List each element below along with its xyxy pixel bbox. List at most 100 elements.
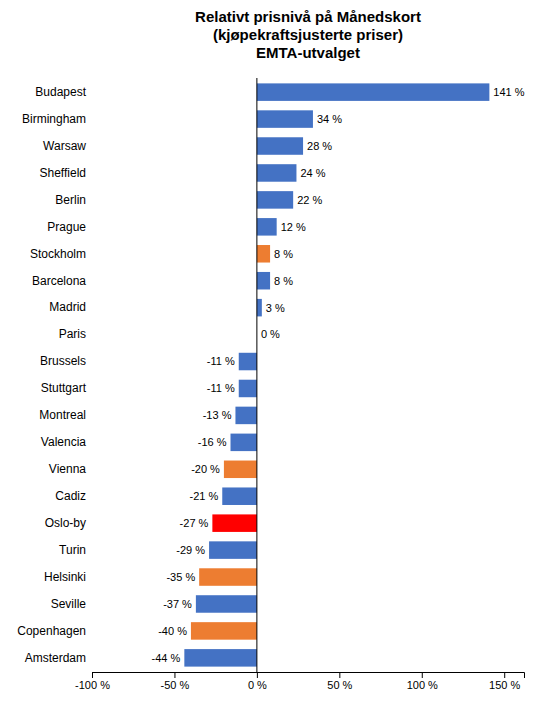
tick-label: Amsterdam (25, 651, 86, 665)
data-label: 3 % (266, 302, 285, 314)
tick: 100 % (407, 672, 438, 691)
tick-label: Valencia (41, 435, 86, 449)
bar (191, 622, 257, 640)
tick: Madrid (49, 300, 86, 314)
data-label: -11 % (207, 382, 235, 394)
tick: Helsinki (44, 570, 86, 584)
tick-label: Budapest (35, 85, 86, 99)
tick: -100 % (75, 672, 110, 691)
tick: Amsterdam (25, 651, 86, 665)
tick: Paris (59, 327, 86, 341)
bar (239, 380, 257, 398)
data-label: 8 % (274, 248, 293, 260)
data-labels: 141 %34 %28 %24 %22 %12 %8 %8 %3 %0 %-11… (152, 86, 525, 664)
title: Relativt prisnivå på Månedskort(kjøpekra… (195, 8, 421, 61)
bar (222, 487, 257, 505)
bar (257, 191, 293, 209)
tick: Brussels (40, 354, 86, 368)
data-label: 12 % (281, 221, 306, 233)
tick-label: Montreal (39, 408, 86, 422)
tick-mark (92, 672, 93, 678)
tick-mark (174, 672, 175, 678)
chart: Relativt prisnivå på Månedskort(kjøpekra… (0, 0, 548, 706)
bar (257, 110, 313, 128)
data-label: 24 % (300, 167, 325, 179)
bar (257, 83, 489, 101)
tick-label: Madrid (49, 300, 86, 314)
bar (199, 568, 257, 586)
bar (257, 164, 297, 182)
data-label: -13 % (203, 409, 232, 421)
tick-label: Seville (51, 597, 87, 611)
data-label: 28 % (307, 140, 332, 152)
tick-label: Stuttgart (41, 381, 87, 395)
bar (257, 218, 277, 236)
tick-label: Paris (59, 327, 86, 341)
tick-label: Oslo-by (45, 516, 86, 530)
tick-label: -50 % (161, 679, 190, 691)
tick-label: Berlin (55, 193, 86, 207)
bar (212, 514, 257, 532)
plot: 141 % 34 % 28 % 24 % 22 % 12 % 8 % 8 % 3 % 0 % -11… (17, 78, 525, 691)
tick: Warsaw (43, 139, 86, 153)
bars (184, 83, 489, 666)
bar (235, 407, 256, 425)
tick-label: Warsaw (43, 139, 86, 153)
tick: Stuttgart (41, 381, 87, 395)
bar (231, 434, 257, 452)
data-label: 22 % (297, 194, 322, 206)
tick: Seville (51, 597, 87, 611)
tick: Copenhagen (17, 624, 86, 638)
data-label: -35 % (166, 571, 195, 583)
bar (257, 137, 303, 155)
tick-label: Cadiz (55, 489, 86, 503)
tick-label: 50 % (327, 679, 352, 691)
tick: 150 % (489, 672, 520, 691)
tick-label: 0 % (248, 679, 267, 691)
tick-label: 150 % (489, 679, 520, 691)
tick: Budapest (35, 85, 86, 99)
x-axis: -100 % -50 % 0 % 50 % 100 % 150 % (75, 672, 524, 691)
tick-mark (422, 672, 423, 678)
data-label: 34 % (317, 113, 342, 125)
data-label: 141 % (493, 86, 524, 98)
bar (224, 461, 257, 479)
tick-label: 100 % (407, 679, 438, 691)
tick: Cadiz (55, 489, 86, 503)
tick: Valencia (41, 435, 86, 449)
tick-label: -100 % (75, 679, 110, 691)
bar (257, 245, 270, 263)
y-axis: Budapest Birmingham Warsaw Sheffield Berlin P… (17, 85, 86, 665)
tick: Birmingham (22, 112, 86, 126)
bar (257, 299, 262, 317)
bar (239, 353, 257, 371)
tick-label: Prague (47, 220, 86, 234)
tick-label: Vienna (49, 462, 86, 476)
tick: Montreal (39, 408, 86, 422)
tick: -50 % (161, 672, 190, 691)
data-label: 8 % (274, 275, 293, 287)
zero-line (256, 78, 257, 672)
tick: Oslo-by (45, 516, 86, 530)
tick: Turin (59, 543, 86, 557)
bar (209, 541, 257, 559)
data-label: -27 % (180, 517, 209, 529)
tick: 50 % (327, 672, 352, 691)
tick-label: Turin (59, 543, 86, 557)
bar (184, 649, 257, 667)
tick-mark (339, 672, 340, 678)
data-label: -16 % (198, 436, 227, 448)
tick: Berlin (55, 193, 86, 207)
tick-label: Sheffield (40, 166, 86, 180)
tick: Prague (47, 220, 86, 234)
axis-line (93, 673, 525, 679)
bar (257, 272, 270, 290)
tick: Sheffield (40, 166, 86, 180)
tick-label: Barcelona (32, 274, 86, 288)
data-label: -29 % (176, 544, 205, 556)
tick-label: Copenhagen (17, 624, 86, 638)
data-label: -20 % (191, 463, 220, 475)
data-label: -21 % (190, 490, 219, 502)
tick-mark (504, 672, 505, 678)
tick: Barcelona (32, 274, 86, 288)
